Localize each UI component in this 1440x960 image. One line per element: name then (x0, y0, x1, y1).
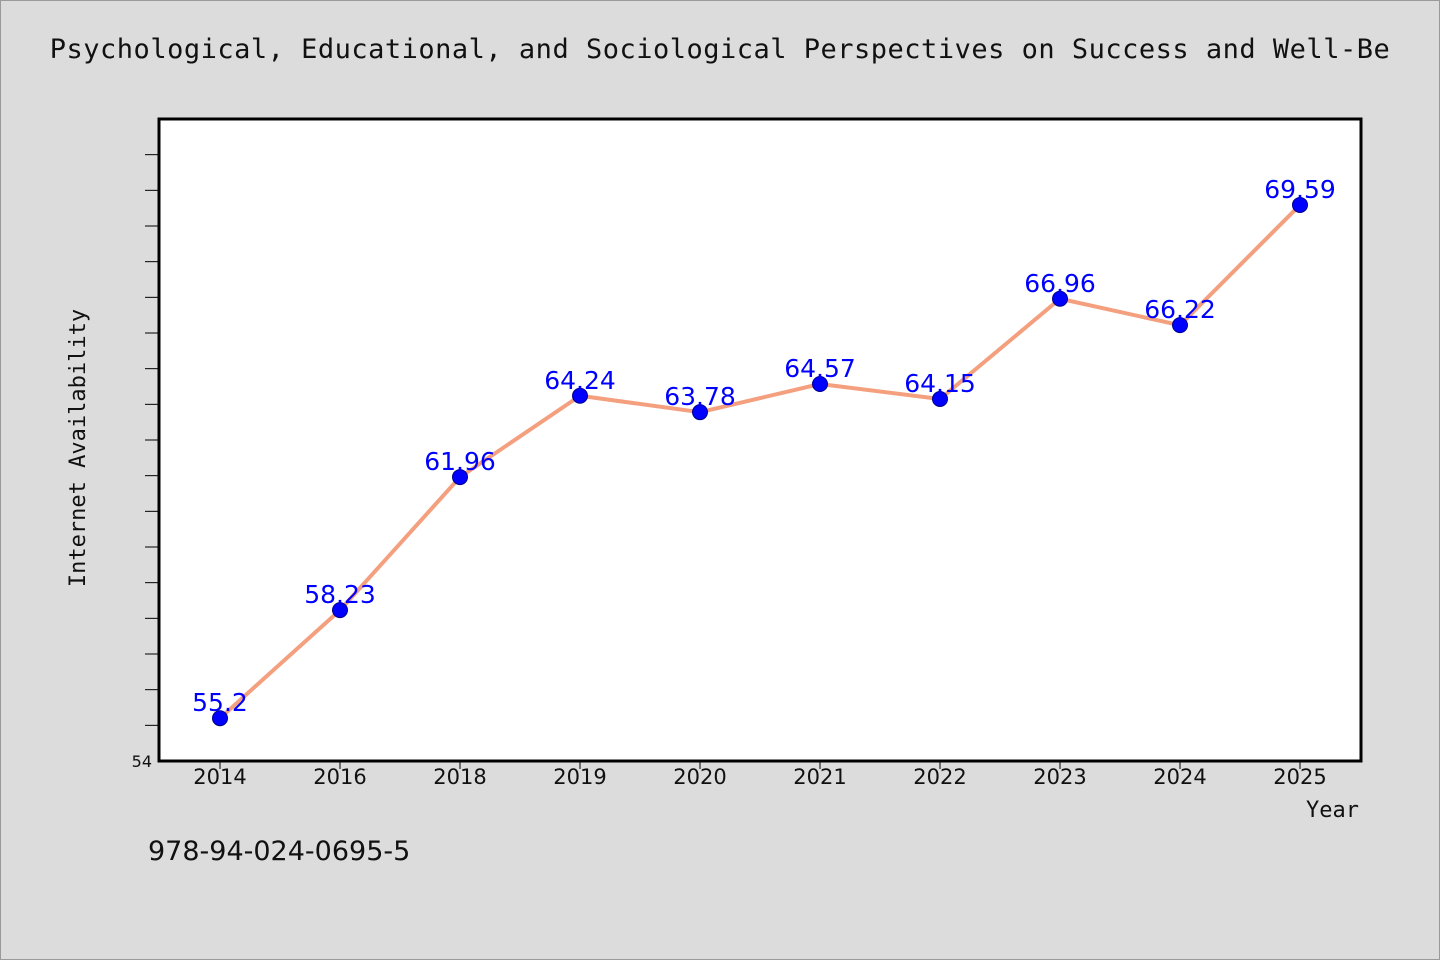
data-point (1292, 196, 1308, 213)
data-label: 64.57 (784, 354, 856, 383)
data-point (212, 710, 228, 727)
data-point (692, 404, 708, 421)
data-point (332, 602, 348, 619)
x-tick-label: 2016 (313, 765, 366, 789)
x-tick-label: 2024 (1153, 765, 1206, 789)
data-point (572, 387, 588, 404)
series-layer: 55.2 58.23 61.96 64.24 63.78 64.57 64.15 66.96 6… (192, 175, 1336, 727)
data-point (1052, 290, 1068, 307)
data-label: 63.78 (664, 382, 736, 411)
data-label: 55.2 (192, 688, 248, 717)
y-axis-ticks: 54 (132, 154, 158, 771)
x-tick-label: 2023 (1033, 765, 1086, 789)
x-axis-title: Year (1306, 798, 1359, 823)
y-axis-title: Internet Availability (66, 309, 91, 587)
data-label: 58.23 (304, 580, 376, 609)
chart-title: Psychological, Educational, and Sociolog… (49, 34, 1391, 65)
data-label: 64.24 (544, 366, 616, 395)
data-point (932, 390, 948, 407)
x-tick-label: 2019 (553, 765, 606, 789)
x-tick-label: 2014 (193, 765, 246, 789)
plot-area (157, 117, 1363, 763)
data-label: 61.96 (424, 447, 496, 476)
data-point (1172, 317, 1188, 334)
y-tick-label: 54 (132, 752, 152, 771)
x-tick-label: 2022 (913, 765, 966, 789)
data-label: 66.22 (1144, 295, 1216, 324)
x-tick-label: 2018 (433, 765, 486, 789)
data-point (452, 469, 468, 486)
x-tick-label: 2021 (793, 765, 846, 789)
x-tick-label: 2025 (1273, 765, 1326, 789)
data-point (812, 376, 828, 393)
data-label: 64.15 (904, 369, 976, 398)
x-axis-ticks: 2014 2016 2018 2019 2020 2021 2022 2023 2024 2025 (193, 761, 1327, 789)
data-label: 66.96 (1024, 269, 1096, 298)
series-line (218, 202, 1302, 721)
data-label: 69.59 (1264, 175, 1336, 204)
isbn-text: 978-94-024-0695-5 (148, 836, 411, 867)
x-tick-label: 2020 (673, 765, 726, 789)
